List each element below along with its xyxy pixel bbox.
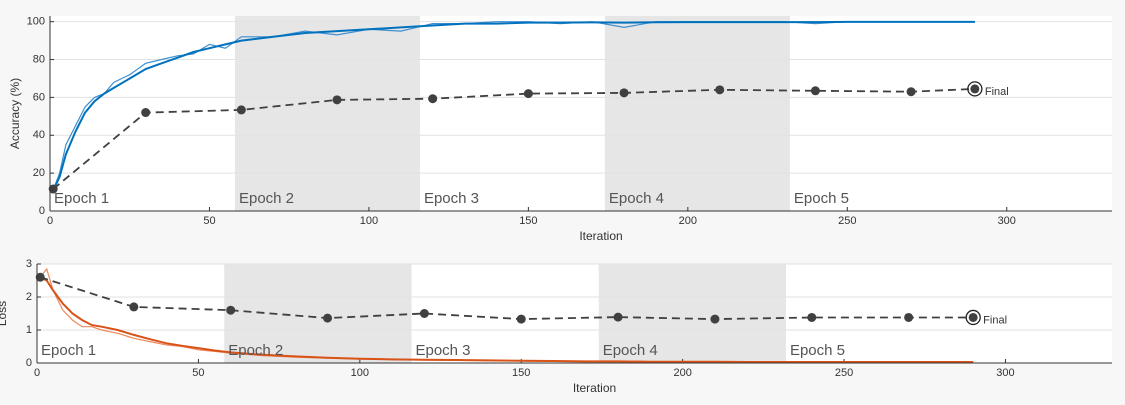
final-marker <box>967 81 983 97</box>
epoch-band <box>234 16 420 211</box>
x-tick-label: 0 <box>34 367 40 379</box>
y-tick-label: 40 <box>33 129 45 141</box>
x-tick-label: 300 <box>998 215 1016 227</box>
marker <box>129 302 139 312</box>
marker <box>323 313 333 323</box>
marker <box>619 88 629 98</box>
series-line <box>52 20 975 191</box>
marker <box>810 86 820 96</box>
marker <box>236 105 246 115</box>
y-tick-label: 1 <box>26 324 32 336</box>
marker <box>970 84 980 94</box>
x-tick-label: 300 <box>996 367 1014 379</box>
marker <box>516 314 526 324</box>
marker <box>807 312 817 322</box>
y-tick-label: 2 <box>26 291 32 303</box>
y-tick-label: 80 <box>33 53 45 65</box>
plot-area <box>50 16 1112 211</box>
epoch-band <box>598 264 786 363</box>
x-tick-label: 200 <box>673 367 691 379</box>
epoch-label: Epoch 3 <box>415 342 470 359</box>
x-tick-label: 150 <box>512 367 530 379</box>
x-tick-label: 100 <box>351 367 369 379</box>
marker <box>141 108 151 118</box>
y-tick-label: 60 <box>33 91 45 103</box>
x-tick-label: 250 <box>835 367 853 379</box>
y-tick-label: 0 <box>26 357 32 369</box>
x-axis-label: Iteration <box>573 381 616 395</box>
x-tick-label: 100 <box>360 215 378 227</box>
y-axis-label: Loss <box>0 301 9 326</box>
epoch-label: Epoch 4 <box>603 342 658 359</box>
marker <box>906 87 916 97</box>
marker <box>613 312 623 322</box>
epoch-label: Epoch 4 <box>609 190 664 207</box>
epoch-label: Epoch 2 <box>239 190 294 207</box>
epoch-band <box>604 16 790 211</box>
final-marker <box>965 309 981 326</box>
marker <box>523 89 533 99</box>
series-line <box>39 276 974 363</box>
epoch-band <box>224 264 412 363</box>
x-tick-label: 50 <box>192 367 204 379</box>
marker <box>332 95 342 105</box>
epoch-label: Epoch 5 <box>794 190 849 207</box>
epoch-label: Epoch 3 <box>424 190 479 207</box>
marker <box>715 85 725 95</box>
marker <box>904 312 914 322</box>
x-tick-label: 0 <box>47 215 53 227</box>
y-tick-label: 20 <box>33 167 45 179</box>
epoch-label: Epoch 1 <box>54 190 109 207</box>
marker <box>968 312 978 322</box>
y-tick-label: 3 <box>26 258 32 270</box>
epoch-label: Epoch 2 <box>228 342 283 359</box>
marker <box>48 184 58 194</box>
x-axis-label: Iteration <box>579 229 622 243</box>
series-line <box>52 88 975 190</box>
epoch-label: Epoch 5 <box>790 342 845 359</box>
marker <box>226 305 236 315</box>
x-tick-label: 150 <box>519 215 537 227</box>
marker <box>428 94 438 104</box>
final-label: Final <box>983 314 1007 326</box>
x-tick-label: 50 <box>203 215 215 227</box>
marker <box>35 272 45 282</box>
epoch-label: Epoch 1 <box>41 342 96 359</box>
x-tick-label: 200 <box>679 215 697 227</box>
marker <box>419 309 429 318</box>
y-tick-label: 100 <box>27 16 45 28</box>
y-axis-label: Accuracy (%) <box>8 78 22 149</box>
final-label: Final <box>985 86 1009 98</box>
marker <box>710 314 720 324</box>
plot-area <box>37 264 1112 363</box>
x-tick-label: 250 <box>838 215 856 227</box>
y-tick-label: 0 <box>39 205 45 217</box>
